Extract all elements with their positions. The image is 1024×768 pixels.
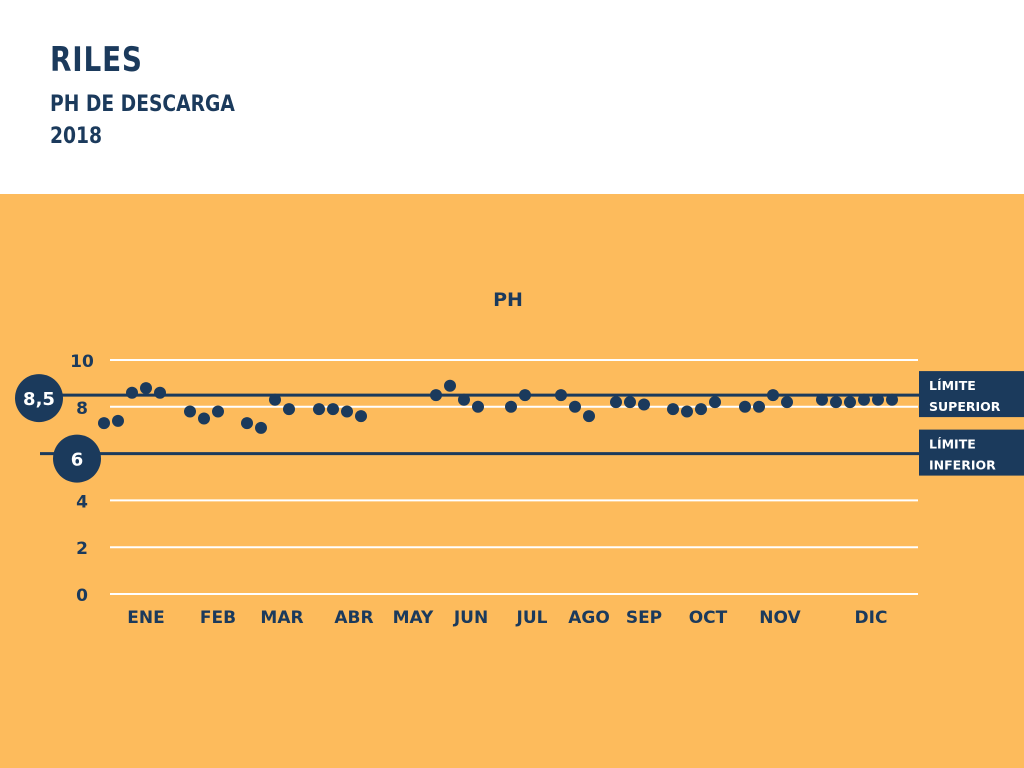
data-point-oct [681, 405, 693, 418]
data-point-sep [610, 396, 622, 409]
data-point-dic [816, 393, 828, 406]
data-point-mar [283, 403, 295, 416]
limit-label-line1: LÍMITE [929, 378, 976, 393]
y-tick-label: 10 [70, 352, 94, 372]
x-tick-label-nov: NOV [759, 608, 801, 628]
data-point-sep [624, 396, 636, 409]
y-tick-label: 8 [76, 399, 88, 419]
data-point-abr [327, 403, 339, 416]
limit-label-line2: INFERIOR [929, 458, 996, 473]
data-point-jun [444, 379, 456, 392]
data-point-ene [140, 382, 152, 395]
y-tick-label: 4 [76, 492, 88, 512]
x-tick-label-jun: JUN [453, 608, 488, 628]
data-point-abr [341, 405, 353, 418]
limit-label-line1: LÍMITE [929, 437, 976, 452]
data-point-dic [872, 393, 884, 406]
data-point-nov [781, 396, 793, 409]
x-tick-label-ene: ENE [127, 608, 164, 628]
data-point-feb [198, 412, 210, 425]
limit-badge-label: 8,5 [23, 389, 55, 410]
data-point-oct [667, 403, 679, 416]
limit-label-box [919, 429, 1024, 476]
header: RILES PH DE DESCARGA 2018 [0, 0, 1024, 194]
data-point-dic [830, 396, 842, 409]
x-tick-label-jul: JUL [516, 608, 548, 628]
data-point-jul [505, 400, 517, 413]
data-point-mar [241, 417, 253, 430]
data-point-abr [313, 403, 325, 416]
limit-label-box [919, 371, 1024, 418]
data-point-jun [472, 400, 484, 413]
x-tick-label-mar: MAR [260, 608, 303, 628]
data-point-feb [184, 405, 196, 418]
data-point-ago [555, 389, 567, 402]
data-point-feb [212, 405, 224, 418]
x-tick-label-oct: OCT [689, 608, 728, 628]
page-subtitle: PH DE DESCARGA [50, 92, 235, 117]
limit-label-line2: SUPERIOR [929, 399, 1001, 414]
data-point-dic [886, 393, 898, 406]
data-point-ago [583, 410, 595, 423]
page-title: RILES [50, 40, 143, 80]
data-point-ene [126, 386, 138, 399]
data-point-sep [638, 398, 650, 411]
data-point-dic [858, 393, 870, 406]
chart-panel [0, 194, 1024, 768]
data-point-jun [430, 389, 442, 402]
x-tick-label-feb: FEB [200, 608, 236, 628]
data-points [98, 379, 898, 434]
limit-badge [53, 434, 101, 483]
data-point-nov [739, 400, 751, 413]
x-tick-label-sep: SEP [626, 608, 662, 628]
data-point-jun [458, 393, 470, 406]
data-point-oct [695, 403, 707, 416]
data-point-ene [98, 417, 110, 430]
x-tick-label-may: MAY [393, 608, 434, 628]
chart-title: PH [493, 289, 523, 311]
x-tick-label-dic: DIC [855, 608, 888, 628]
data-point-abr [355, 410, 367, 423]
data-point-nov [753, 400, 765, 413]
data-point-mar [269, 393, 281, 406]
data-point-ene [154, 386, 166, 399]
page-year: 2018 [50, 124, 103, 149]
y-tick-label: 0 [76, 586, 88, 606]
limit-lines: 8,5 LÍMITE SUPERIOR 6 LÍMITE INFERIOR [15, 371, 1024, 483]
x-tick-label-ago: AGO [568, 608, 610, 628]
limit-badge-label: 6 [71, 450, 84, 471]
data-point-nov [767, 389, 779, 402]
data-point-ago [569, 400, 581, 413]
x-axis-ticks: ENE FEB MAR ABR MAY JUN JUL AGO SEP OCT NOV DIC [127, 608, 887, 628]
limit-badge [15, 374, 63, 423]
y-tick-label: 2 [76, 539, 88, 559]
data-point-mar [255, 421, 267, 434]
data-point-jul [519, 389, 531, 402]
data-point-ene [112, 414, 124, 427]
data-point-oct [709, 396, 721, 409]
x-tick-label-abr: ABR [334, 608, 373, 628]
data-point-dic [844, 396, 856, 409]
